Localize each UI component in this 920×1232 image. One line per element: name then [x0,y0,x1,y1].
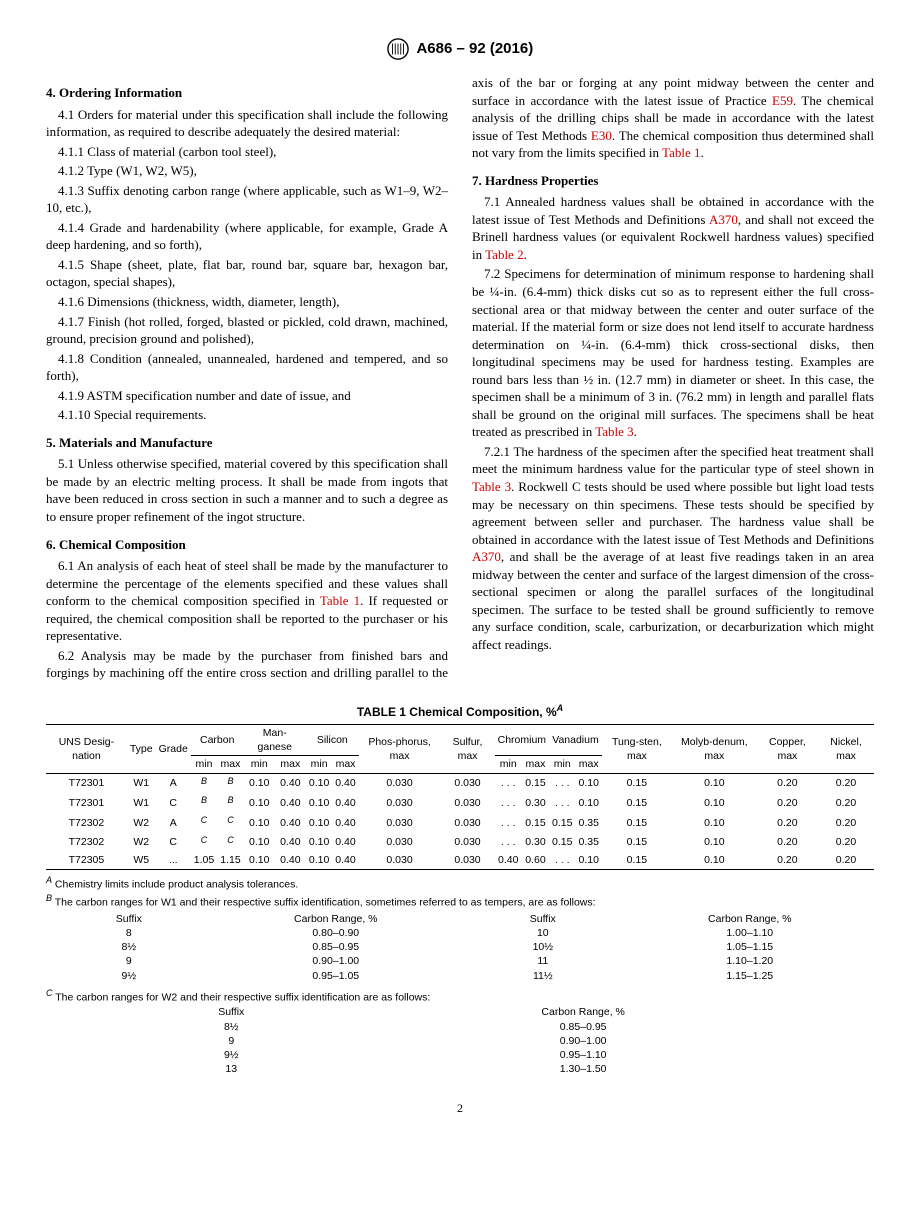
th-si: Silicon [306,725,359,756]
p4-1-2: 4.1.2 Type (W1, W2, W5), [46,162,448,180]
table-row: 9½0.95–1.10 [108,1048,812,1062]
p7-1: 7.1 Annealed hardness values shall be ob… [472,193,874,263]
p4-1-8: 4.1.8 Condition (annealed, unannealed, h… [46,350,448,385]
p4-1-9: 4.1.9 ASTM specification number and date… [46,387,448,405]
document-header: A686 – 92 (2016) [46,38,874,60]
th-w: Tung-sten, max [602,725,672,774]
table-row: 131.30–1.50 [108,1062,812,1076]
ref-table1-b[interactable]: Table 1 [662,145,700,160]
footnote-c: C The carbon ranges for W2 and their res… [46,987,874,1005]
table-row: T72301W1ABB0.100.400.100.400.0300.030. .… [46,773,874,793]
th-v: Vanadium [549,725,602,756]
th-ni: Nickel, max [818,725,874,774]
p4-1-6: 4.1.6 Dimensions (thickness, width, diam… [46,293,448,311]
suffix-table-b: Suffix Carbon Range, % Suffix Carbon Ran… [46,912,874,983]
section-4-title: 4. Ordering Information [46,84,448,102]
ref-e30[interactable]: E30 [591,128,612,143]
th-cr: Chromium [495,725,549,756]
th-uns: UNS Desig-nation [46,725,127,774]
ref-table3[interactable]: Table 3 [595,424,633,439]
designation-text: A686 – 92 (2016) [416,40,533,57]
ref-a370-b[interactable]: A370 [472,549,501,564]
th-grade: Grade [156,725,191,774]
th-mo: Molyb-denum, max [672,725,757,774]
table-row: T72305W5...1.051.150.100.400.100.400.030… [46,852,874,869]
section-7-title: 7. Hardness Properties [472,172,874,190]
th-s: Sulfur, max [440,725,494,774]
table-row: 9½0.95–1.0511½1.15–1.25 [46,969,874,983]
p4-1-4: 4.1.4 Grade and hardenability (where app… [46,219,448,254]
table-row: T72301W1CBB0.100.400.100.400.0300.030. .… [46,793,874,813]
table1-caption: TABLE 1 Chemical Composition, %A [46,702,874,720]
p7-2-1: 7.2.1 The hardness of the specimen after… [472,443,874,654]
p4-1: 4.1 Orders for material under this speci… [46,106,448,141]
p4-1-1: 4.1.1 Class of material (carbon tool ste… [46,143,448,161]
table-row: 90.90–1.00 [108,1034,812,1048]
ref-table3-b[interactable]: Table 3 [472,479,511,494]
th-mn: Man-ganese [244,725,306,756]
table-row: 8½0.85–0.95 [108,1020,812,1034]
table-row: 80.80–0.90101.00–1.10 [46,926,874,940]
table-row: T72302W2ACC0.100.400.100.400.0300.030. .… [46,813,874,833]
ref-table1[interactable]: Table 1 [320,593,360,608]
table-row: 8½0.85–0.9510½1.05–1.15 [46,940,874,954]
th-cu: Copper, max [757,725,818,774]
p4-1-3: 4.1.3 Suffix denoting carbon range (wher… [46,182,448,217]
footnotes: A Chemistry limits include product analy… [46,874,874,910]
p6-1: 6.1 An analysis of each heat of steel sh… [46,557,448,645]
section-6-title: 6. Chemical Composition [46,536,448,554]
p4-1-7: 4.1.7 Finish (hot rolled, forged, blaste… [46,313,448,348]
body-columns: 4. Ordering Information 4.1 Orders for m… [46,74,874,682]
th-carbon: Carbon [191,725,244,756]
ref-e59[interactable]: E59 [772,93,793,108]
p4-1-10: 4.1.10 Special requirements. [46,406,448,424]
suffix-table-c: Suffix Carbon Range, % 8½0.85–0.9590.90–… [108,1005,812,1076]
th-p: Phos-phorus, max [359,725,441,774]
table-row: T72302W2CCC0.100.400.100.400.0300.030. .… [46,833,874,853]
ref-table2[interactable]: Table 2 [485,247,523,262]
astm-logo-icon [387,38,409,60]
ref-a370[interactable]: A370 [709,212,738,227]
table1: UNS Desig-nation Type Grade Carbon Man-g… [46,724,874,869]
table-row: 90.90–1.00111.10–1.20 [46,954,874,968]
p7-2: 7.2 Specimens for determination of minim… [472,265,874,440]
th-type: Type [127,725,156,774]
p5-1: 5.1 Unless otherwise specified, material… [46,455,448,525]
section-5-title: 5. Materials and Manufacture [46,434,448,452]
page-number: 2 [46,1100,874,1116]
p4-1-5: 4.1.5 Shape (sheet, plate, flat bar, rou… [46,256,448,291]
